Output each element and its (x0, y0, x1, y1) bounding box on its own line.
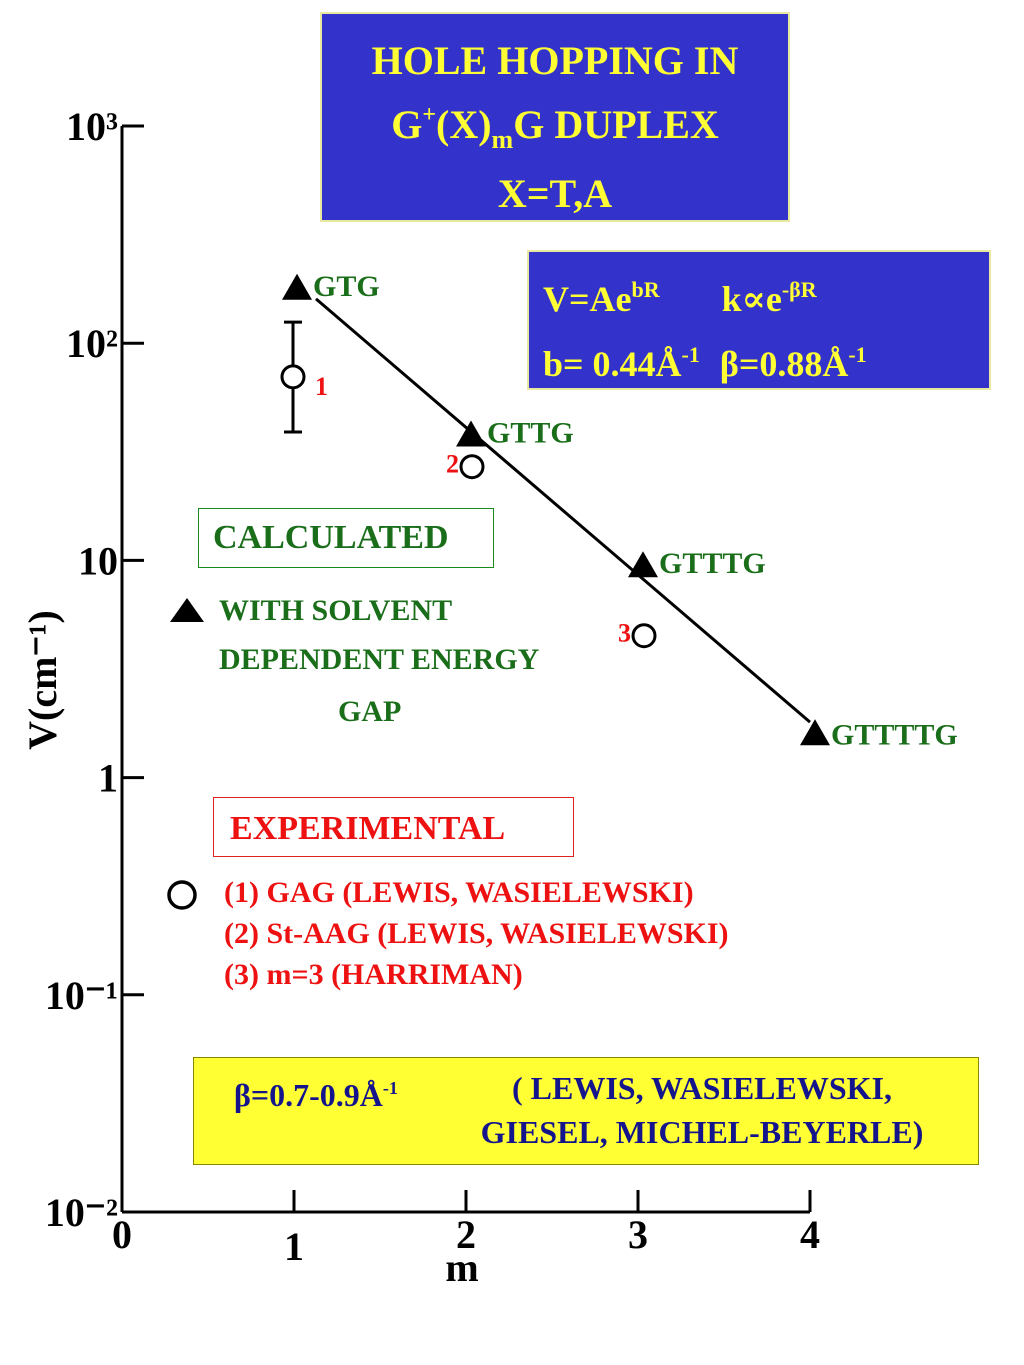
experimental-ref-2: (2) St-AAG (LEWIS, WASIELEWSKI) (224, 917, 729, 950)
calculated-desc-2: DEPENDENT ENERGY (219, 643, 540, 676)
reference-line-2: GIESEL, MICHEL-BEYERLE) (480, 1114, 924, 1150)
calculated-point (282, 273, 312, 300)
calculated-point (800, 719, 830, 746)
calculated-desc-3: GAP (338, 695, 402, 728)
x-tick-label: 1 (284, 1224, 304, 1269)
reference-line-1: ( LEWIS, WASIELEWSKI, (512, 1070, 892, 1106)
y-tick-label: 10³ (66, 104, 118, 149)
y-tick-label: 10⁻² (45, 1190, 118, 1235)
calculated-point-label: GTG (313, 270, 380, 303)
x-tick-label: 2 (456, 1212, 476, 1257)
title-x: (X) (436, 102, 492, 147)
experimental-legend-circle-icon (167, 880, 197, 910)
title-line-2: G+(X)mG DUPLEX (322, 88, 788, 167)
x-tick-label: 0 (112, 1212, 132, 1257)
calculated-label: CALCULATED (198, 508, 494, 568)
calculated-point (628, 551, 658, 578)
beta-exponent: -1 (848, 342, 867, 367)
chart-marks: GTG GTTG GTTTG GTTTTG 1 2 3 (280, 270, 958, 751)
reference-authors: ( LEWIS, WASIELEWSKI, GIESEL, MICHEL-BEY… (432, 1066, 972, 1154)
x-axis-title: m (445, 1245, 478, 1290)
calculated-point (456, 420, 486, 447)
k-formula: k∝e (721, 279, 782, 319)
x-tick-label: 4 (800, 1212, 820, 1257)
title-box: HOLE HOPPING IN G+(X)mG DUPLEX X=T,A (320, 12, 790, 222)
title-sub: m (491, 125, 514, 154)
experimental-ref-3: (3) m=3 (HARRIMAN) (224, 958, 523, 991)
calculated-point-label: GTTTG (659, 547, 766, 580)
experimental-point-label: 1 (315, 372, 328, 401)
experimental-ref-1: (1) GAG (LEWIS, WASIELEWSKI) (224, 876, 694, 909)
k-exponent: -βR (781, 277, 817, 302)
reference-beta: β=0.7-0.9Å-1 (234, 1066, 398, 1117)
calculated-legend-triangle-icon (170, 598, 204, 622)
title-sup: + (422, 102, 437, 128)
y-axis-title: V(cm⁻¹) (20, 610, 65, 750)
title-g: G (391, 102, 423, 147)
experimental-point (631, 623, 657, 649)
calculated-desc-1: WITH SOLVENT (219, 594, 453, 627)
v-formula: V=Ae (543, 279, 632, 319)
y-tick-label: 10 (78, 538, 118, 583)
title-line-3: X=T,A (497, 171, 613, 216)
experimental-point-label: 2 (446, 450, 459, 479)
axes: 10⁻² 10⁻¹ 1 10 10² 10³ 0 1 2 3 4 (45, 104, 820, 1269)
experimental-label: EXPERIMENTAL (213, 797, 574, 857)
v-exponent: bR (631, 277, 660, 302)
formula-line-1: V=AebR k∝e-βR (543, 262, 989, 327)
x-tick-label: 3 (628, 1212, 648, 1257)
experimental-point (280, 364, 306, 390)
title-line-1: HOLE HOPPING IN (371, 38, 739, 83)
reference-beta-text: β=0.7-0.9Å (234, 1077, 383, 1113)
y-tick-label: 10² (66, 321, 118, 366)
y-tick-label: 1 (98, 756, 118, 801)
y-tick-label: 10⁻¹ (45, 973, 118, 1018)
b-exponent: -1 (681, 342, 700, 367)
calculated-point-label: GTTG (487, 416, 574, 449)
experimental-point (459, 454, 485, 480)
experimental-point-label: 3 (618, 619, 631, 648)
formula-box: V=AebR k∝e-βR b= 0.44Å-1 β=0.88Å-1 (527, 250, 991, 390)
reference-beta-exp: -1 (382, 1078, 398, 1098)
title-duplex: G DUPLEX (513, 102, 719, 147)
fit-line (315, 297, 811, 724)
beta-value: β=0.88Å (719, 344, 849, 384)
calculated-point-label: GTTTTG (831, 718, 958, 751)
formula-line-2: b= 0.44Å-1 β=0.88Å-1 (543, 327, 989, 392)
b-value: b= 0.44Å (543, 344, 682, 384)
reference-box: β=0.7-0.9Å-1 ( LEWIS, WASIELEWSKI, GIESE… (193, 1057, 979, 1165)
